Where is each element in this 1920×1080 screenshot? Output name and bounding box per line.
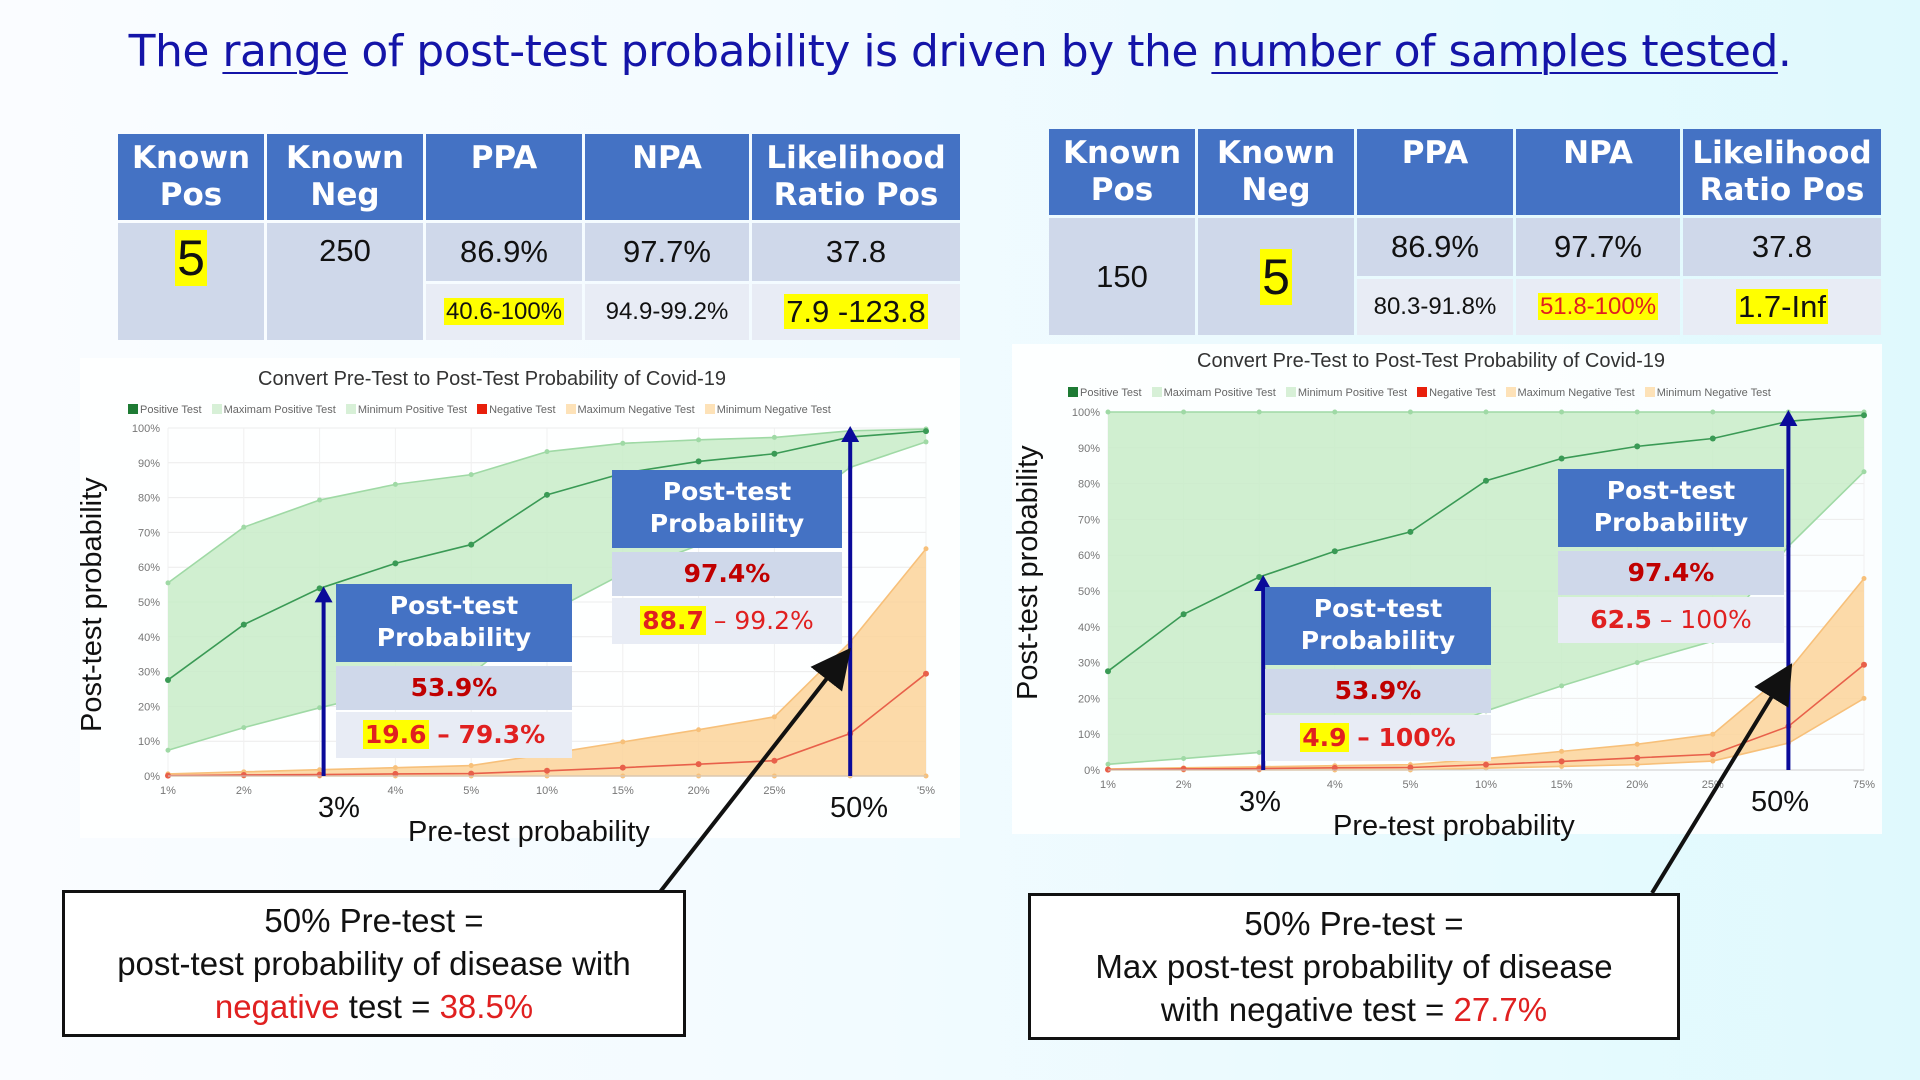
chart-legend-right: Positive Test Maximam Positive Test Mini… (1068, 387, 1771, 399)
npa-cell: 97.7% (585, 223, 749, 281)
post-test-value: 53.9% (1265, 669, 1491, 713)
post-test-range: 4.9 – 100% (1265, 715, 1491, 761)
callout-line3: negative test = 38.5% (214, 988, 534, 1025)
callout-line1: 50% Pre-test = (264, 902, 484, 939)
header-ppa: PPA (426, 134, 582, 220)
callout-line1: 50% Pre-test = (1244, 905, 1464, 942)
marker-50pct-left: 50% (830, 792, 889, 824)
marker-50pct-right: 50% (1751, 786, 1810, 818)
ppa-ci-cell: 80.3-91.8% (1357, 279, 1513, 335)
ppa-cell: 86.9% (1357, 218, 1513, 276)
lr-pos-cell: 37.8 (1683, 218, 1881, 276)
post-test-value: 97.4% (1558, 551, 1784, 595)
header-known-neg: Known Neg (267, 134, 423, 220)
y-axis-label-right: Post-test probability (1012, 445, 1044, 700)
legend-item: Maximam Positive Test (211, 404, 336, 416)
callout-left: 50% Pre-test = post-test probability of … (62, 890, 686, 1037)
header-lr-pos: Likelihood Ratio Pos (752, 134, 960, 220)
npa-ci-cell: 51.8-100% (1516, 279, 1680, 335)
post-test-box-right-3pct: Post-test Probability 53.9% 4.9 – 100% (1265, 587, 1491, 761)
legend-item: Maximum Negative Test (1505, 387, 1635, 399)
lr-pos-ci-cell: 7.9 -123.8 (752, 284, 960, 340)
callout-line2: Max post-test probability of disease (1095, 948, 1613, 985)
chart-legend-left: Positive Test Maximam Positive Test Mini… (128, 404, 831, 416)
post-test-box-header: Post-test Probability (1265, 587, 1491, 665)
legend-item: Positive Test (128, 404, 202, 416)
marker-3pct-left: 3% (318, 792, 360, 824)
callout-line2: post-test probability of disease with (117, 945, 631, 982)
x-axis-label-right: Pre-test probability (1333, 810, 1575, 842)
known-pos-cell: 150 (1049, 218, 1195, 335)
legend-item: Positive Test (1068, 387, 1142, 399)
npa-cell: 97.7% (1516, 218, 1680, 276)
known-neg-cell: 5 (1198, 218, 1354, 335)
known-pos-cell: 5 (118, 223, 264, 340)
ppa-ci-cell: 40.6-100% (426, 284, 582, 340)
header-known-pos: Known Pos (1049, 129, 1195, 215)
title-range-word: range (222, 26, 348, 77)
post-test-box-right-50pct: Post-test Probability 97.4% 62.5 – 100% (1558, 469, 1784, 643)
post-test-box-header: Post-test Probability (1558, 469, 1784, 547)
lr-pos-ci-cell: 1.7-Inf (1683, 279, 1881, 335)
header-npa: NPA (585, 134, 749, 220)
legend-item: Minimum Positive Test (1285, 387, 1407, 399)
title-part1: The (128, 26, 223, 77)
legend-item: Minimum Negative Test (1644, 387, 1771, 399)
post-test-range: 62.5 – 100% (1558, 597, 1784, 643)
chart-title-right: Convert Pre-Test to Post-Test Probabilit… (1197, 350, 1665, 372)
legend-item: Maximam Positive Test (1151, 387, 1276, 399)
ppa-cell: 86.9% (426, 223, 582, 281)
legend-item: Negative Test (1417, 387, 1496, 399)
header-npa: NPA (1516, 129, 1680, 215)
stats-table-left: Known Pos Known Neg PPA NPA Likelihood Rati… (115, 131, 963, 343)
post-test-range: 19.6 – 79.3% (336, 712, 572, 758)
marker-3pct-right: 3% (1239, 786, 1281, 818)
header-known-neg: Known Neg (1198, 129, 1354, 215)
post-test-value: 97.4% (612, 552, 842, 596)
title-part3: . (1777, 26, 1792, 77)
post-test-box-left-50pct: Post-test Probability 97.4% 88.7 – 99.2% (612, 470, 842, 644)
npa-ci-cell: 94.9-99.2% (585, 284, 749, 340)
chart-title-left: Convert Pre-Test to Post-Test Probabilit… (258, 368, 726, 390)
title-samples-phrase: number of samples tested (1211, 26, 1778, 77)
legend-item: Minimum Positive Test (345, 404, 467, 416)
post-test-range: 88.7 – 99.2% (612, 598, 842, 644)
legend-item: Minimum Negative Test (704, 404, 831, 416)
known-neg-cell: 250 (267, 223, 423, 340)
header-known-pos: Known Pos (118, 134, 264, 220)
lr-pos-cell: 37.8 (752, 223, 960, 281)
slide-title: The range of post-test probability is dr… (0, 26, 1920, 77)
header-ppa: PPA (1357, 129, 1513, 215)
callout-line3: with negative test = 27.7% (1160, 991, 1548, 1028)
stats-table-right: Known Pos Known Neg PPA NPA Likelihood Rati… (1046, 126, 1884, 338)
legend-item: Negative Test (477, 404, 556, 416)
y-axis-label-left: Post-test probability (76, 477, 108, 732)
post-test-box-header: Post-test Probability (612, 470, 842, 548)
post-test-box-header: Post-test Probability (336, 584, 572, 662)
title-part2: of post-test probability is driven by th… (347, 26, 1212, 77)
legend-item: Maximum Negative Test (565, 404, 695, 416)
x-axis-label-left: Pre-test probability (408, 816, 650, 848)
callout-right: 50% Pre-test = Max post-test probability… (1028, 893, 1680, 1040)
post-test-box-left-3pct: Post-test Probability 53.9% 19.6 – 79.3% (336, 584, 572, 758)
post-test-value: 53.9% (336, 666, 572, 710)
header-lr-pos: Likelihood Ratio Pos (1683, 129, 1881, 215)
